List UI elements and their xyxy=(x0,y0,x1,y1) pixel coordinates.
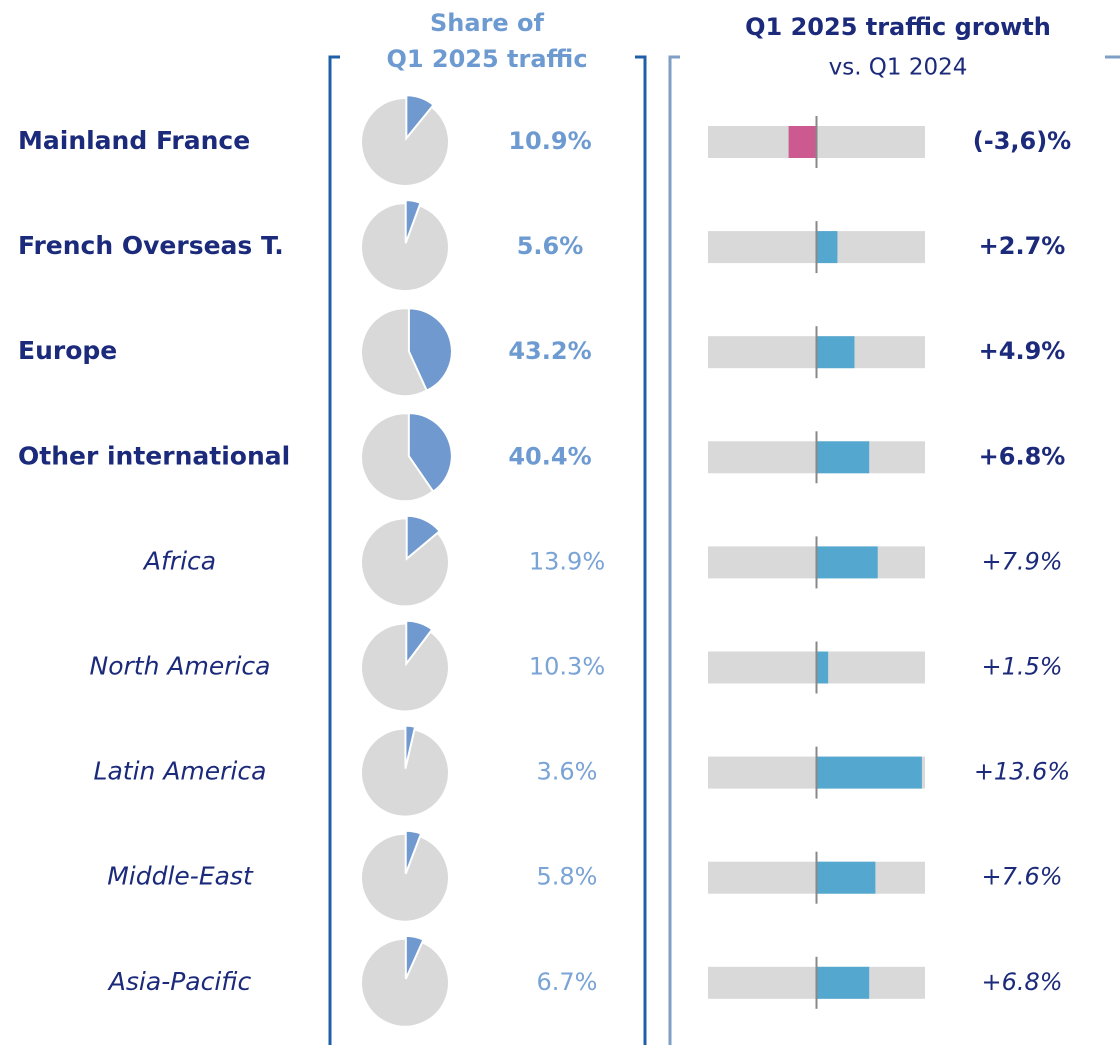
share-label: 3.6% xyxy=(537,758,598,786)
growth-label: +6.8% xyxy=(981,968,1062,996)
row-name: Asia-Pacific xyxy=(107,967,252,996)
share-label: 6.7% xyxy=(537,968,598,996)
growth-bar xyxy=(816,756,922,789)
bracket xyxy=(328,55,340,1045)
growth-label: (-3,6)% xyxy=(973,127,1071,155)
pie-base xyxy=(362,624,448,711)
bracket xyxy=(635,55,647,1045)
growth-title: Q1 2025 traffic growth xyxy=(745,13,1051,41)
growth-bar xyxy=(816,441,870,474)
growth-bar xyxy=(816,966,870,999)
share-label: 13.9% xyxy=(529,547,605,575)
growth-label: +13.6% xyxy=(974,758,1070,786)
pie-slice xyxy=(404,199,422,244)
growth-label: +2.7% xyxy=(979,232,1066,260)
pie-slice xyxy=(405,514,442,561)
growth-label: +7.6% xyxy=(981,863,1062,891)
row-name: North America xyxy=(90,652,271,681)
growth-bar xyxy=(788,126,817,158)
pie-slice xyxy=(404,724,417,769)
pie-slice xyxy=(405,94,435,142)
growth-subtitle: vs. Q1 2024 xyxy=(829,55,968,81)
pie-slice xyxy=(404,829,423,875)
growth-label: +7.9% xyxy=(981,547,1062,575)
row-name: Africa xyxy=(142,546,216,575)
pie-slice xyxy=(404,934,425,980)
bracket xyxy=(668,55,680,1045)
pie-base xyxy=(362,834,448,921)
share-label: 10.9% xyxy=(508,127,591,155)
share-label: 10.3% xyxy=(529,653,605,681)
pie-base xyxy=(362,204,448,291)
growth-bar xyxy=(816,651,829,684)
row-name: Latin America xyxy=(94,757,267,786)
share-label: 40.4% xyxy=(508,442,591,470)
share-label: 43.2% xyxy=(508,337,591,365)
growth-label: +4.9% xyxy=(979,337,1066,365)
growth-bar xyxy=(816,336,855,369)
row-name: Other international xyxy=(18,441,290,470)
growth-label: +1.5% xyxy=(981,653,1062,681)
share-label: 5.6% xyxy=(517,232,584,260)
pie-base xyxy=(362,99,448,185)
row-name: Mainland France xyxy=(18,126,250,155)
growth-label: +6.8% xyxy=(979,442,1066,470)
row-name: Middle-East xyxy=(107,862,254,891)
pie-base xyxy=(362,729,448,816)
growth-bar xyxy=(816,546,878,579)
growth-bar xyxy=(816,231,838,264)
row-name: Europe xyxy=(18,336,117,365)
row-name: French Overseas T. xyxy=(18,231,284,260)
share-label: 5.8% xyxy=(537,863,598,891)
pie-base xyxy=(362,939,448,1026)
pie-slice xyxy=(407,307,453,392)
share-title: Share of xyxy=(430,9,545,37)
pie-slice xyxy=(405,619,434,667)
pie-slice xyxy=(407,412,453,493)
growth-bar xyxy=(816,861,876,894)
share-title: Q1 2025 traffic xyxy=(386,45,587,73)
